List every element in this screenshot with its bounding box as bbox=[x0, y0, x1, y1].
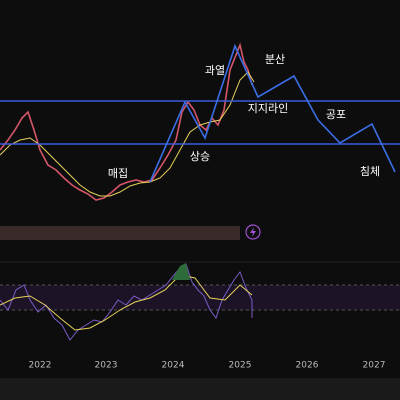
bottom-bar bbox=[0, 378, 400, 400]
event-icon[interactable] bbox=[245, 224, 261, 240]
annotation: 상승 bbox=[190, 150, 210, 163]
annotation: 공포 bbox=[326, 108, 346, 121]
annotation: 침체 bbox=[360, 165, 380, 178]
moving-average bbox=[0, 71, 255, 197]
annotation: 지지라인 bbox=[248, 102, 288, 115]
event-icon-bolt bbox=[250, 227, 256, 237]
scenario-path bbox=[149, 43, 396, 183]
annotation: 매집 bbox=[108, 167, 128, 180]
volume bbox=[0, 226, 240, 240]
annotation: 과열 bbox=[205, 64, 225, 77]
rsi-overbought bbox=[172, 263, 190, 280]
rsi-ma bbox=[0, 274, 253, 331]
x-tick-label: 2025 bbox=[229, 361, 252, 371]
x-tick-label: 2027 bbox=[363, 361, 386, 371]
price-line bbox=[0, 42, 253, 201]
rsi-band bbox=[0, 285, 400, 310]
x-tick-label: 2026 bbox=[296, 361, 319, 371]
x-tick-label: 2022 bbox=[29, 361, 52, 371]
annotation: 분산 bbox=[265, 53, 285, 66]
x-tick-label: 2024 bbox=[162, 361, 185, 371]
x-tick-label: 2023 bbox=[95, 361, 118, 371]
